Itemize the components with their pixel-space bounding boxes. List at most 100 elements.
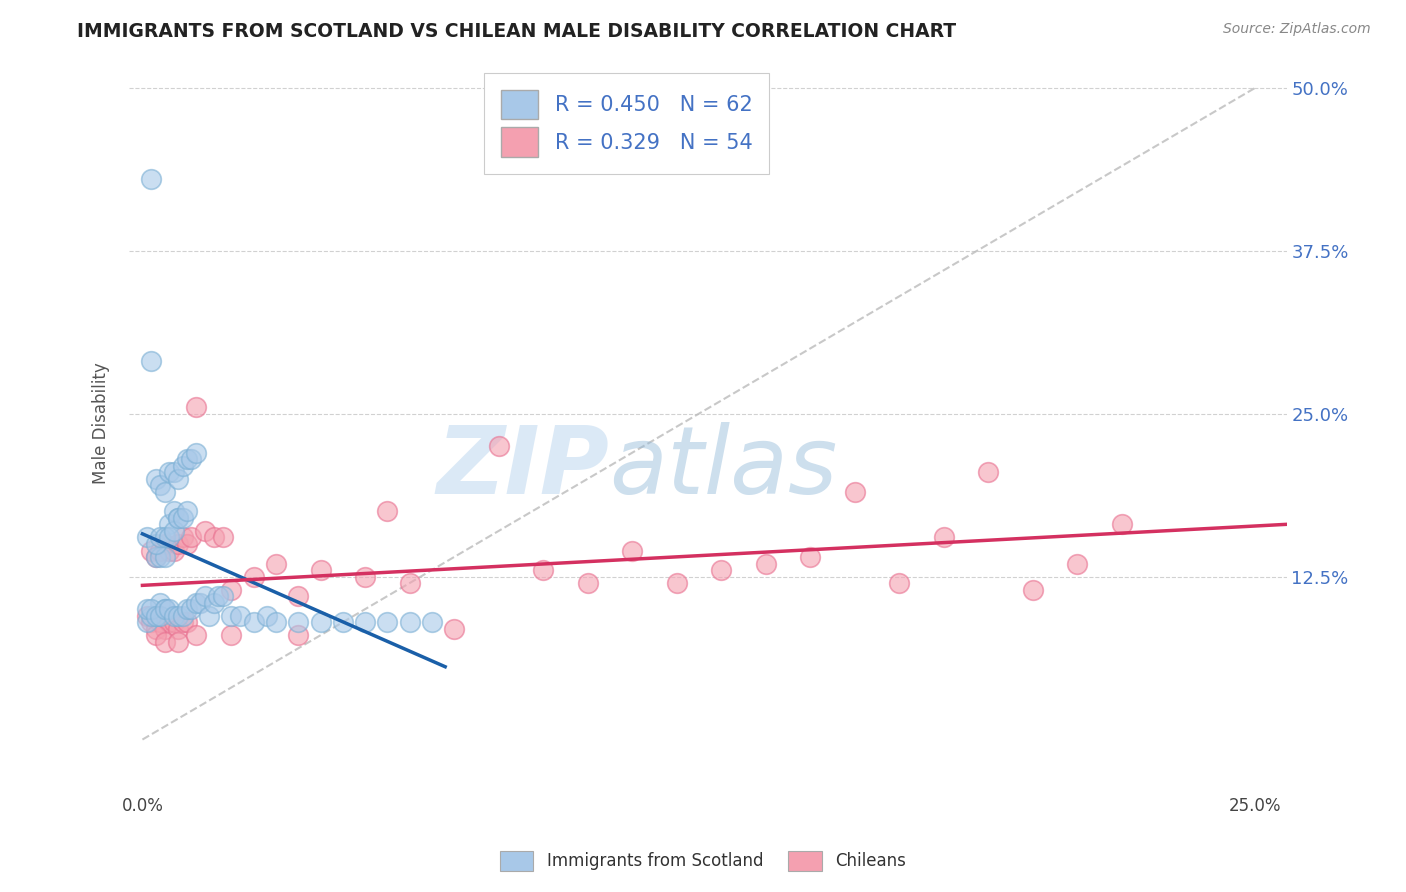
Point bbox=[229, 608, 252, 623]
Point bbox=[141, 172, 163, 186]
Point bbox=[157, 465, 180, 479]
Point bbox=[710, 563, 733, 577]
Point bbox=[149, 549, 172, 564]
Point bbox=[264, 615, 287, 630]
Text: IMMIGRANTS FROM SCOTLAND VS CHILEAN MALE DISABILITY CORRELATION CHART: IMMIGRANTS FROM SCOTLAND VS CHILEAN MALE… bbox=[77, 22, 956, 41]
Point bbox=[977, 465, 1000, 479]
Point bbox=[256, 608, 278, 623]
Point bbox=[242, 569, 264, 583]
Point bbox=[443, 622, 465, 636]
Point bbox=[221, 628, 243, 642]
Point bbox=[576, 576, 599, 591]
Point bbox=[157, 531, 180, 545]
Point bbox=[176, 504, 198, 518]
Point bbox=[176, 602, 198, 616]
Point bbox=[207, 589, 229, 603]
Point bbox=[167, 472, 190, 486]
Point bbox=[202, 596, 225, 610]
Point bbox=[141, 354, 163, 368]
Point bbox=[162, 608, 184, 623]
Point bbox=[1066, 557, 1088, 571]
Point bbox=[309, 563, 332, 577]
Point bbox=[145, 608, 167, 623]
Point bbox=[665, 576, 688, 591]
Point bbox=[1111, 517, 1133, 532]
Point bbox=[531, 563, 554, 577]
Point bbox=[1022, 582, 1045, 597]
Point bbox=[162, 524, 184, 538]
Point bbox=[172, 511, 194, 525]
Point bbox=[162, 504, 184, 518]
Point bbox=[149, 478, 172, 492]
Point bbox=[184, 400, 207, 414]
Point bbox=[287, 628, 309, 642]
Point bbox=[621, 543, 644, 558]
Point bbox=[145, 472, 167, 486]
Point bbox=[145, 537, 167, 551]
Point bbox=[153, 531, 176, 545]
Point bbox=[287, 589, 309, 603]
Point bbox=[221, 608, 243, 623]
Point bbox=[172, 458, 194, 473]
Point bbox=[167, 537, 190, 551]
Point bbox=[176, 452, 198, 467]
Point bbox=[167, 511, 190, 525]
Point bbox=[153, 602, 176, 616]
Point bbox=[375, 615, 398, 630]
Point bbox=[180, 452, 202, 467]
Point bbox=[211, 589, 233, 603]
Point bbox=[332, 615, 354, 630]
Point bbox=[176, 537, 198, 551]
Point bbox=[149, 543, 172, 558]
Point bbox=[180, 531, 202, 545]
Point bbox=[354, 569, 377, 583]
Point bbox=[141, 602, 163, 616]
Point bbox=[354, 615, 377, 630]
Point bbox=[287, 615, 309, 630]
Text: atlas: atlas bbox=[609, 422, 838, 513]
Point bbox=[149, 531, 172, 545]
Point bbox=[141, 543, 163, 558]
Point bbox=[145, 622, 167, 636]
Point bbox=[309, 615, 332, 630]
Text: Source: ZipAtlas.com: Source: ZipAtlas.com bbox=[1223, 22, 1371, 37]
Point bbox=[755, 557, 778, 571]
Point bbox=[135, 608, 157, 623]
Point bbox=[194, 589, 217, 603]
Point bbox=[488, 439, 510, 453]
Point bbox=[149, 596, 172, 610]
Legend: R = 0.450   N = 62, R = 0.329   N = 54: R = 0.450 N = 62, R = 0.329 N = 54 bbox=[484, 73, 769, 174]
Point bbox=[162, 543, 184, 558]
Text: ZIP: ZIP bbox=[437, 422, 609, 514]
Point bbox=[153, 622, 176, 636]
Point bbox=[162, 615, 184, 630]
Point bbox=[167, 622, 190, 636]
Point bbox=[799, 549, 821, 564]
Point bbox=[242, 615, 264, 630]
Point bbox=[889, 576, 911, 591]
Point bbox=[420, 615, 443, 630]
Point bbox=[157, 543, 180, 558]
Point bbox=[135, 615, 157, 630]
Point bbox=[153, 634, 176, 648]
Point bbox=[153, 602, 176, 616]
Point bbox=[264, 557, 287, 571]
Point bbox=[135, 531, 157, 545]
Point bbox=[172, 615, 194, 630]
Point bbox=[145, 549, 167, 564]
Y-axis label: Male Disability: Male Disability bbox=[93, 362, 110, 484]
Point bbox=[198, 608, 221, 623]
Point bbox=[167, 511, 190, 525]
Point bbox=[153, 549, 176, 564]
Point bbox=[184, 596, 207, 610]
Point bbox=[157, 517, 180, 532]
Point bbox=[180, 602, 202, 616]
Point bbox=[162, 465, 184, 479]
Point bbox=[188, 596, 211, 610]
Legend: Immigrants from Scotland, Chileans: Immigrants from Scotland, Chileans bbox=[492, 842, 914, 880]
Point bbox=[221, 582, 243, 597]
Point bbox=[145, 608, 167, 623]
Point bbox=[932, 531, 955, 545]
Point bbox=[184, 446, 207, 460]
Point bbox=[157, 602, 180, 616]
